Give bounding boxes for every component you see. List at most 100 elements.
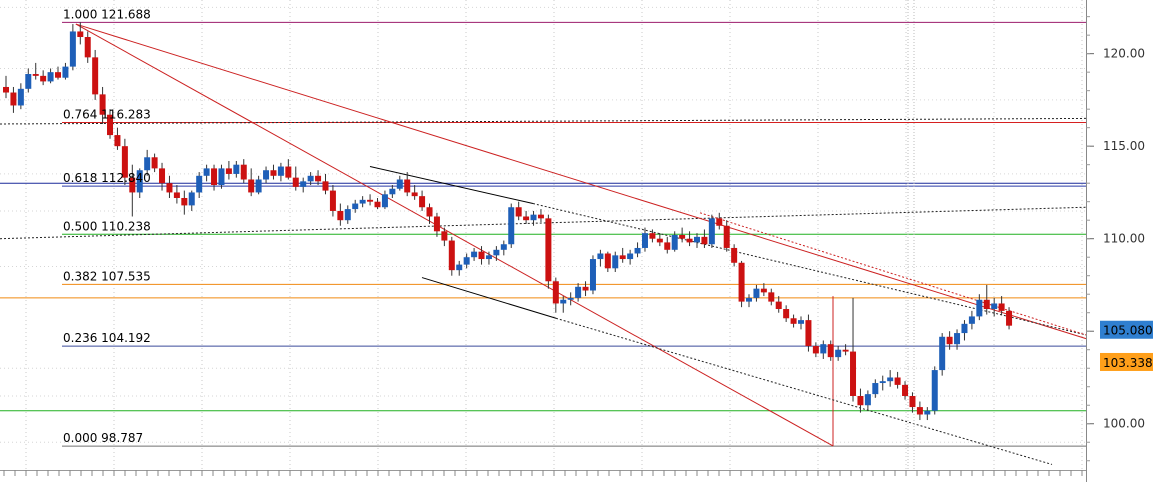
candle-body [589, 259, 596, 291]
candle-body [857, 395, 864, 406]
candle-body [367, 199, 374, 202]
fib-labels: 1.000 121.688 0.764 116.283 0.618 112.840 0… [63, 7, 151, 445]
candle-body [448, 240, 455, 271]
candle-body [471, 251, 478, 258]
y-tick-label: 115.00 [1103, 139, 1145, 153]
candle-body [17, 88, 24, 106]
candle-body [211, 168, 218, 186]
candle-body [32, 74, 39, 76]
candle-body [300, 181, 307, 187]
candle-body [679, 235, 686, 239]
candle-body [10, 92, 17, 106]
candle-body [946, 336, 953, 345]
candle-body [404, 179, 411, 193]
candle-body [812, 346, 819, 354]
candle-body [307, 175, 314, 182]
candle-body [344, 209, 351, 221]
candle-body [991, 303, 998, 310]
candle-body [775, 301, 782, 310]
candle-body [693, 236, 700, 243]
candle-body [998, 303, 1005, 311]
candle-body [954, 333, 961, 345]
candle-body [894, 377, 901, 385]
candle-body [746, 297, 752, 302]
price-tag [1100, 320, 1153, 339]
candle-body [842, 349, 849, 352]
candle-body [433, 216, 440, 232]
candle-body [768, 292, 775, 302]
candle-body [835, 349, 842, 358]
y-tick-label: 110.00 [1103, 232, 1145, 246]
candle-body [597, 253, 604, 260]
candle-body [634, 247, 641, 254]
candle-body [426, 207, 433, 217]
candles [3, 22, 1013, 421]
candle-body [686, 238, 693, 243]
candle-body [515, 207, 522, 217]
candle-body [25, 74, 32, 89]
candle-body [166, 183, 173, 193]
candle-body [121, 146, 128, 178]
candle-body [508, 207, 515, 245]
candle-body [329, 190, 336, 211]
candle-body [909, 395, 916, 408]
candle-body [961, 323, 968, 334]
candle-body [567, 297, 574, 300]
candle-body [1006, 310, 1013, 326]
candle-body [627, 253, 634, 260]
candle-body [225, 168, 232, 174]
candle-body [151, 157, 158, 169]
candle-body [396, 179, 403, 189]
fib-level-label: 0.764 116.283 [63, 107, 151, 121]
candle-body [233, 164, 240, 174]
candle-body [441, 231, 448, 241]
candle-body [40, 75, 47, 82]
candle-body [716, 218, 723, 226]
candle-body [887, 377, 894, 382]
channel-top [369, 166, 534, 205]
candle-body [537, 214, 544, 219]
candle-body [62, 66, 69, 78]
candle-body [218, 168, 225, 186]
dashed-support-line [0, 117, 1087, 125]
candle-body [411, 192, 418, 197]
candle-body [530, 214, 537, 221]
candle-body [500, 244, 507, 250]
fib-level-label: 0.382 107.535 [63, 269, 151, 283]
candle-body [723, 225, 730, 248]
candle-body [523, 216, 530, 221]
candle-body [656, 238, 663, 243]
candle-body [612, 255, 619, 269]
candle-body [783, 309, 790, 319]
y-tick-label: 120.00 [1103, 47, 1145, 61]
candle-body [916, 407, 923, 415]
fib-level-label: 0.618 112.840 [63, 171, 151, 185]
channel-bottom [421, 277, 557, 319]
fib-level-label: 0.000 98.787 [63, 431, 143, 445]
price-tag-label: 103.338 [1103, 356, 1153, 370]
candle-body [248, 179, 255, 193]
candle-body [731, 247, 738, 263]
candle-body [827, 344, 834, 358]
candle-body [99, 94, 106, 115]
channel-top-extension [532, 203, 1087, 336]
candle-body [47, 72, 54, 82]
candle-body [181, 197, 188, 206]
candle-body [708, 218, 715, 245]
candle-body [84, 37, 91, 58]
candle-body [196, 175, 203, 193]
candle-body [322, 181, 329, 191]
candle-body [463, 257, 470, 265]
candle-body [820, 344, 827, 354]
candle-body [552, 281, 559, 304]
candle-body [255, 179, 262, 193]
candle-body [374, 201, 381, 208]
candle-body [753, 288, 760, 298]
candle-body [701, 236, 708, 245]
candle-body [560, 299, 567, 304]
fib-level-label: 1.000 121.688 [63, 7, 151, 21]
candle-body [545, 218, 552, 282]
price-tag [1100, 352, 1153, 371]
